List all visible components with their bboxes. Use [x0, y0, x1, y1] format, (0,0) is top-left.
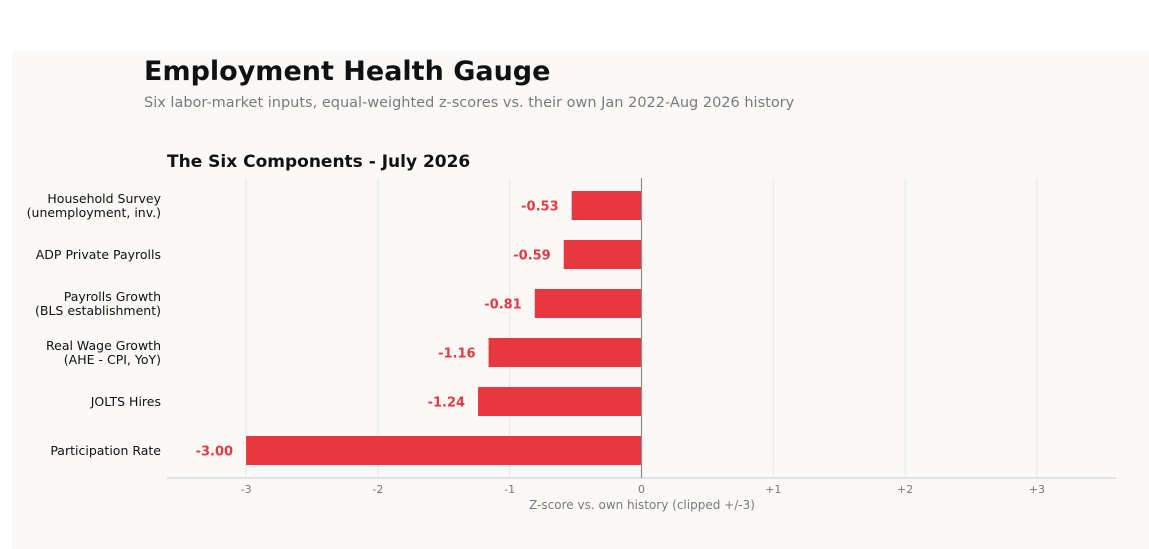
page-title: Employment Health Gauge: [144, 56, 551, 87]
category-label: (AHE - CPI, YoY): [64, 352, 161, 367]
category-label: JOLTS Hires: [90, 394, 161, 409]
bar-value-label: -1.16: [438, 347, 475, 362]
bar: [534, 289, 642, 318]
grid-lines: [245, 178, 1038, 478]
bar: [488, 338, 642, 367]
x-tick-label: -1: [504, 483, 515, 496]
x-tick-label: +1: [765, 483, 781, 496]
category-label: Household Survey: [47, 191, 161, 206]
bar-value-label: -0.81: [484, 298, 521, 313]
bars: -0.53 -0.59 -0.81 -1.16 -1.24 -3.00: [196, 191, 642, 465]
category-label: (unemployment, inv.): [27, 205, 161, 220]
bar-value-label: -3.00: [196, 445, 233, 460]
category-labels: Household Survey(unemployment, inv.) ADP …: [27, 191, 162, 458]
x-tick-label: -3: [241, 483, 252, 496]
page-subtitle: Six labor-market inputs, equal-weighted …: [144, 95, 795, 111]
bar: [571, 191, 642, 220]
x-tick-label: 0: [638, 483, 645, 496]
x-tick-label: -2: [372, 483, 383, 496]
category-label: Payrolls Growth: [64, 289, 161, 304]
x-tick-label: +2: [897, 483, 913, 496]
bar-value-label: -0.59: [513, 249, 550, 264]
category-label: Participation Rate: [50, 443, 161, 458]
x-tick-label: +3: [1029, 483, 1045, 496]
chart-title: The Six Components - July 2026: [167, 152, 470, 172]
bar-value-label: -1.24: [428, 396, 465, 411]
bar: [246, 436, 642, 465]
category-label: Real Wage Growth: [46, 338, 161, 353]
category-label: ADP Private Payrolls: [36, 247, 161, 262]
x-axis: -3 -2 -1 0 +1 +2 +3: [167, 178, 1116, 496]
bar-value-label: -0.53: [521, 200, 558, 215]
x-axis-label: Z-score vs. own history (clipped +/-3): [529, 498, 755, 512]
bar: [478, 387, 642, 416]
category-label: (BLS establishment): [35, 303, 161, 318]
bar: [563, 240, 642, 269]
